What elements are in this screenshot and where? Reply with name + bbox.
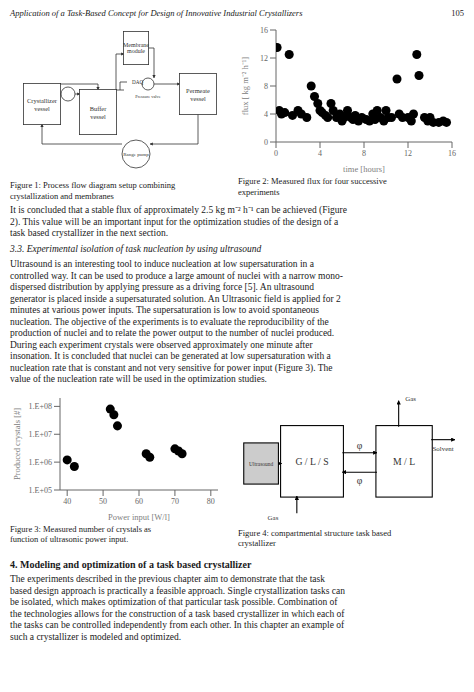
svg-text:16: 16 [448,149,456,158]
html-text:Figure 1: Process flow diagram: Figure 1: Process flow diagram setup com… [10,180,176,201]
svg-text:0: 0 [274,149,278,158]
svg-text:flux [ kg m⁻² h⁻¹]: flux [ kg m⁻² h⁻¹] [240,57,250,115]
svg-text:1.E+05: 1.E+05 [29,485,52,494]
svg-text:4: 4 [318,149,322,158]
html-text:dispersed distribution by appl: dispersed distribution by applying press… [10,282,314,292]
svg-text:40: 40 [63,496,71,505]
svg-text:8: 8 [362,149,366,158]
svg-text:Crystallizervessel: Crystallizervessel [27,97,58,111]
html-text:insonation. It is concluded th: insonation. It is concluded that nuclei … [10,351,331,361]
html-text:105: 105 [451,8,464,18]
html-text:controlled way. It can be used: controlled way. It can be used to produc… [10,270,343,281]
svg-text:1.E+08: 1.E+08 [29,402,52,411]
html-text:Application of a Task-Based Co: Application of a Task-Based Concept for … [10,8,303,18]
html-text:Figure 2: Measured flux for fo: Figure 2: Measured flux for four success… [238,176,387,197]
html-text:Ultrasound is an interesting t: Ultrasound is an interesting tool to ind… [10,259,314,269]
svg-text:70: 70 [171,496,179,505]
svg-text:φ: φ [357,439,363,450]
svg-text:φ: φ [357,474,363,485]
svg-text:G / L / S: G / L / S [295,455,328,466]
svg-text:0: 0 [264,138,268,147]
svg-text:50: 50 [99,496,107,505]
svg-text:80: 80 [207,496,215,505]
html-text:Figure 4: compartmental struct: Figure 4: compartmental structure task b… [238,527,392,548]
svg-text:Range pump: Range pump [123,152,149,157]
svg-text:8: 8 [264,82,268,91]
svg-text:Permeatevessel: Permeatevessel [186,87,210,101]
svg-text:16: 16 [260,26,268,35]
svg-text:1.E+06: 1.E+06 [29,457,52,466]
svg-text:1.E+07: 1.E+07 [29,430,52,439]
html-text:The experiments described in t: The experiments described in the previou… [10,574,325,584]
svg-text:12: 12 [404,149,412,158]
html-text:Figure 3: Measured number of c: Figure 3: Measured number of crystals as… [10,523,152,544]
html-text:value of the nucleation rate w: value of the nucleation rate will be use… [10,374,267,384]
html-text:generator is placed inside a s: generator is placed inside a supersatura… [10,293,341,304]
html-text:the tasks can be controlled in: the tasks can be controlled independentl… [10,620,345,630]
html-text:based design approach is pract: based design approach is practically a f… [10,585,345,596]
html-text:be isolated, which makes optim: be isolated, which makes optimization of… [10,597,338,607]
svg-text:time [hours]: time [hours] [343,164,385,174]
html-text:During each experiment crystal: During each experiment crystals were obs… [10,339,313,350]
html-text:the technologies allows for th: the technologies allows for the construc… [10,608,345,619]
html-text:nucleation rate that is consta: nucleation rate that is constant and not… [10,362,333,373]
html-text:2). This value will be an impo: 2). This value will be an important inpu… [10,216,339,227]
svg-text:Membranemodule: Membranemodule [123,42,149,55]
svg-text:12: 12 [260,54,268,63]
svg-text:Pressure valve: Pressure valve [135,94,161,99]
html-text:4. Modeling and optimization o: 4. Modeling and optimization of a task b… [10,558,252,570]
html-text:such a crystallizer is modeled: such a crystallizer is modeled and optim… [10,631,182,642]
html-text:production of nuclei and to re: production of nuclei and to relate the p… [10,328,335,338]
html-text:It is concluded that a stable: It is concluded that a stable flux of ap… [10,205,347,215]
svg-text:Buffervessel: Buffervessel [90,105,107,119]
svg-text:Gas: Gas [405,395,416,402]
svg-text:Gas: Gas [268,513,279,520]
svg-text:Ultrasound: Ultrasound [249,460,273,466]
html-text:minutes at various power input: minutes at various power inputs. The sup… [10,305,320,315]
html-text:3.3. Experimental isolation of: 3.3. Experimental isolation of task nucl… [10,243,262,254]
svg-text:4: 4 [264,110,268,119]
svg-text:60: 60 [135,496,143,505]
html-text:task based crystallizer in the: task based crystallizer in the next sect… [10,228,168,238]
svg-text:Power input [W/l]: Power input [W/l] [108,512,170,522]
svg-text:DAQ: DAQ [132,79,143,85]
svg-text:Solvent: Solvent [433,444,454,451]
svg-text:Produced crystals [#]: Produced crystals [#] [12,407,22,479]
html-text:nucleation. The objective of t: nucleation. The objective of the experim… [10,316,329,327]
svg-text:M / L: M / L [393,455,415,466]
